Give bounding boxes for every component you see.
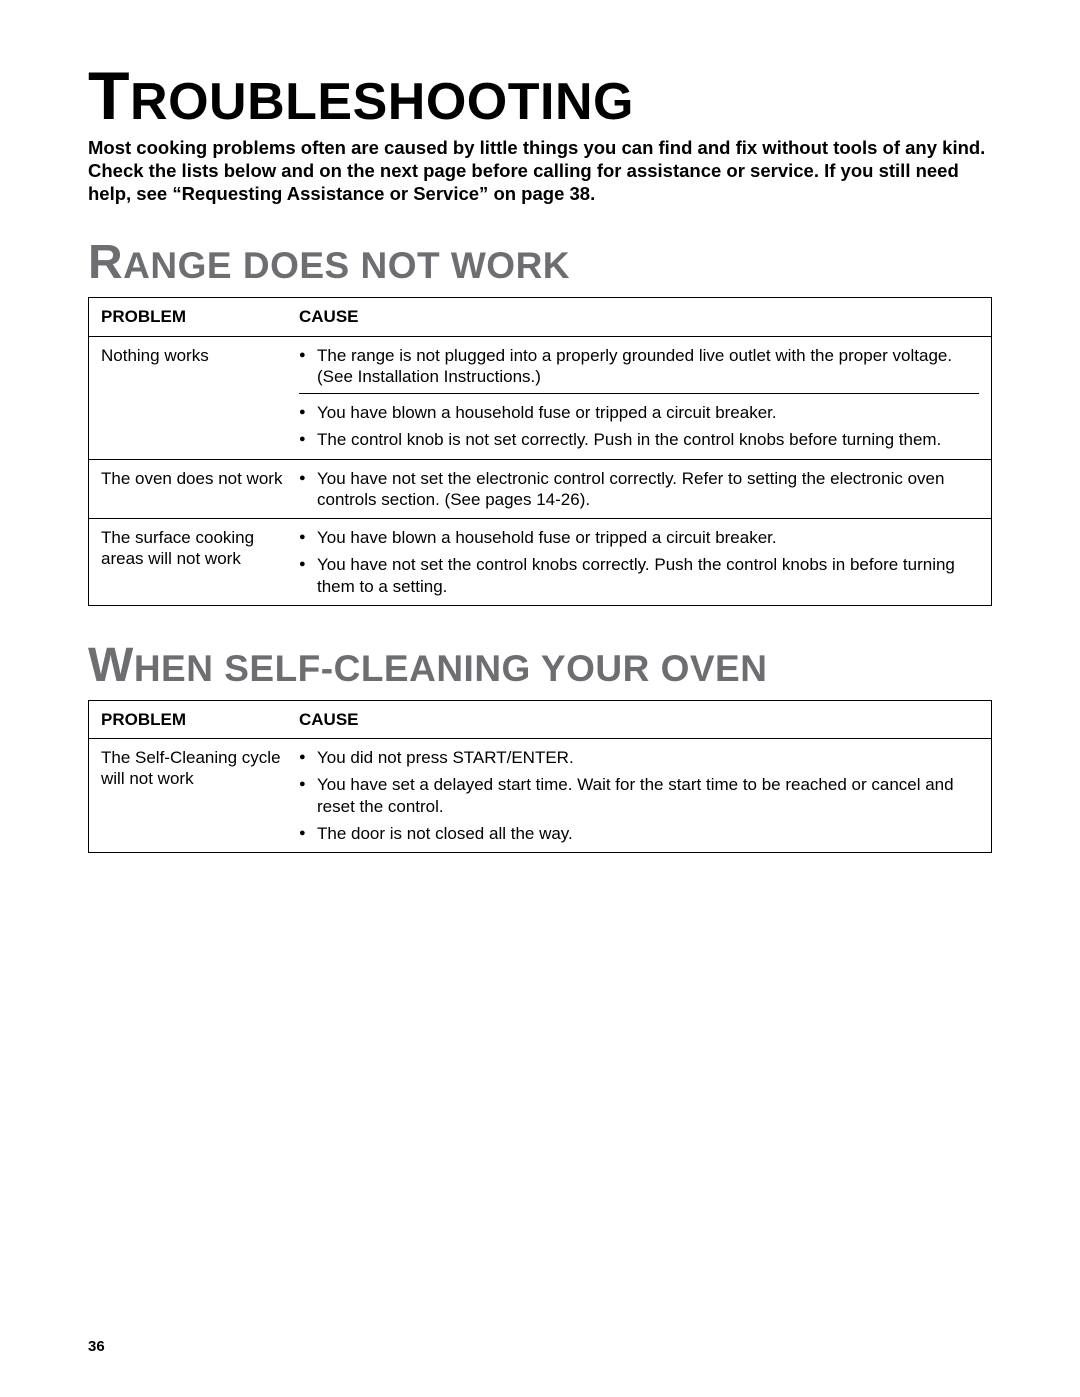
cause-cell: You have blown a household fuse or tripp… <box>299 519 991 605</box>
table-row: The oven does not work You have not set … <box>89 460 991 520</box>
cause-list: You have not set the electronic control … <box>299 468 979 511</box>
intro-paragraph: Most cooking problems often are caused b… <box>88 136 992 205</box>
header-cause: CAUSE <box>299 298 991 335</box>
page-number: 36 <box>88 1338 105 1355</box>
section2-title-first: W <box>88 639 134 692</box>
header-problem: PROBLEM <box>89 701 299 738</box>
cause-list: You did not press START/ENTER. You have … <box>299 747 979 844</box>
problem-cell: Nothing works <box>89 337 299 459</box>
section1-title: RANGE DOES NOT WORK <box>88 239 992 287</box>
cause-cell: You did not press START/ENTER. You have … <box>299 739 991 852</box>
subrow-divider <box>299 393 979 394</box>
header-problem: PROBLEM <box>89 298 299 335</box>
cause-item: You have blown a household fuse or tripp… <box>299 527 979 548</box>
table-row: The surface cooking areas will not work … <box>89 519 991 605</box>
table-row: Nothing works The range is not plugged i… <box>89 337 991 460</box>
problem-cell: The oven does not work <box>89 460 299 519</box>
section2-title: WHEN SELF-CLEANING YOUR OVEN <box>88 642 992 690</box>
title-first-letter: T <box>88 58 130 134</box>
problem-cell: The Self-Cleaning cycle will not work <box>89 739 299 852</box>
page-title: TROUBLESHOOTING <box>88 62 992 130</box>
cause-item: The door is not closed all the way. <box>299 823 979 844</box>
cause-item: The range is not plugged into a properly… <box>299 345 979 388</box>
cause-item: The control knob is not set correctly. P… <box>299 429 979 450</box>
cause-item: You have blown a household fuse or tripp… <box>299 402 979 423</box>
cause-list: You have blown a household fuse or tripp… <box>299 527 979 597</box>
section2-table: PROBLEM CAUSE The Self-Cleaning cycle wi… <box>88 700 992 853</box>
table-row: The Self-Cleaning cycle will not work Yo… <box>89 739 991 852</box>
cause-item: You have set a delayed start time. Wait … <box>299 774 979 817</box>
title-rest: ROUBLESHOOTING <box>130 73 634 131</box>
cause-cell: You have not set the electronic control … <box>299 460 991 519</box>
cause-item: You did not press START/ENTER. <box>299 747 979 768</box>
problem-cell: The surface cooking areas will not work <box>89 519 299 605</box>
table-header-row: PROBLEM CAUSE <box>89 298 991 336</box>
section1-title-first: R <box>88 236 123 289</box>
section2-title-rest: HEN SELF-CLEANING YOUR OVEN <box>134 648 768 689</box>
section1-table: PROBLEM CAUSE Nothing works The range is… <box>88 297 992 606</box>
table-header-row: PROBLEM CAUSE <box>89 701 991 739</box>
cause-item: You have not set the control knobs corre… <box>299 554 979 597</box>
section1-title-rest: ANGE DOES NOT WORK <box>123 245 570 286</box>
cause-list: You have blown a household fuse or tripp… <box>299 402 979 451</box>
cause-item: You have not set the electronic control … <box>299 468 979 511</box>
cause-list: The range is not plugged into a properly… <box>299 345 979 388</box>
cause-cell: The range is not plugged into a properly… <box>299 337 991 459</box>
header-cause: CAUSE <box>299 701 991 738</box>
